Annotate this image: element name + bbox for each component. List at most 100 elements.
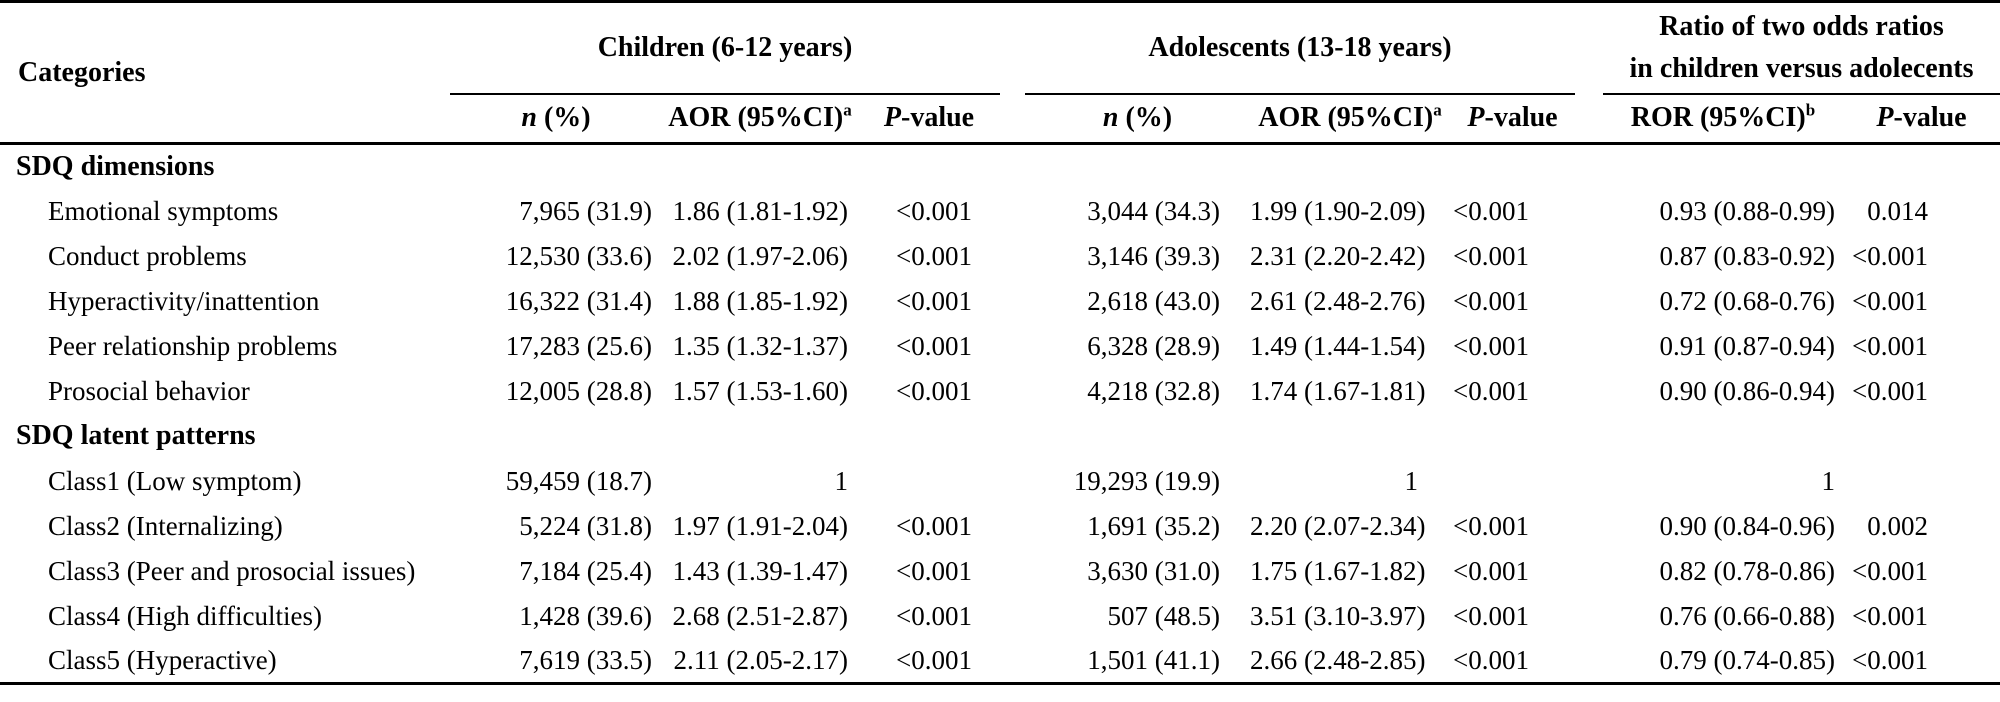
cell-c-n: 7,619 (33.5) (519, 644, 652, 675)
table-body: SDQ dimensions Emotional symptoms 7,965 (3… (0, 144, 2000, 684)
cell-a-n: 3,146 (39.3) (1087, 240, 1220, 271)
cell-ror: 0.90 (0.84-0.96) (1659, 510, 1835, 541)
children-aor-header: AOR (95%CI)a (662, 93, 858, 145)
cell-c-p: <0.001 (896, 510, 972, 541)
p-rest: -value (1484, 102, 1558, 134)
column-gap (1000, 1, 1025, 145)
column-gap (1000, 369, 1025, 414)
column-gap (1575, 459, 1603, 504)
column-gap (1000, 639, 1025, 684)
cell-c-n: 1,428 (39.6) (519, 600, 652, 631)
cell-a-n: 6,328 (28.9) (1087, 330, 1220, 361)
ror-pvalue-header: P-value (1843, 93, 2000, 145)
cell-a-aor: 2.31 (2.20-2.42) (1250, 240, 1426, 271)
children-pvalue-header: P-value (858, 93, 1000, 145)
cell-c-n: 7,184 (25.4) (519, 555, 652, 586)
column-gap (1575, 234, 1603, 279)
cell-c-aor: 1.97 (1.91-2.04) (672, 510, 848, 541)
column-gap (1000, 189, 1025, 234)
column-gap (1575, 369, 1603, 414)
cell-c-n: 17,283 (25.6) (505, 330, 652, 361)
children-group-header: Children (6-12 years) (450, 1, 1000, 95)
n-symbol: n (1102, 102, 1119, 134)
table-row: Class1 (Low symptom) 59,459 (18.7) 1 19,293… (0, 459, 2000, 504)
cell-c-aor: 1 (834, 465, 849, 496)
cell-a-n: 1,691 (35.2) (1087, 510, 1220, 541)
p-symbol: P (1467, 102, 1485, 134)
column-gap (1575, 189, 1603, 234)
cell-a-aor: 1.74 (1.67-1.81) (1250, 375, 1426, 406)
cell-a-p: <0.001 (1453, 285, 1529, 316)
table-row: Hyperactivity/inattention 16,322 (31.4) 1.… (0, 279, 2000, 324)
adolescents-pvalue-header: P-value (1450, 93, 1575, 145)
row-label: Peer relationship problems (48, 330, 338, 361)
cell-c-p: <0.001 (896, 240, 972, 271)
cell-c-aor: 1.88 (1.85-1.92) (672, 285, 848, 316)
cell-ror-p: <0.001 (1852, 555, 1928, 586)
cell-a-n: 3,044 (34.3) (1087, 195, 1220, 226)
cell-a-p (1450, 459, 1575, 504)
adolescents-group-header: Adolescents (13-18 years) (1025, 1, 1575, 95)
aor-label: AOR (95%CI) (1258, 102, 1434, 134)
cell-c-p: <0.001 (896, 285, 972, 316)
cell-a-n: 507 (48.5) (1107, 600, 1220, 631)
cell-c-aor: 1.43 (1.39-1.47) (672, 555, 848, 586)
row-label: Class3 (Peer and prosocial issues) (48, 555, 416, 586)
cell-a-n: 1,501 (41.1) (1087, 644, 1220, 675)
n-rest: (%) (1118, 102, 1173, 134)
cell-c-p: <0.001 (896, 330, 972, 361)
cell-a-n: 2,618 (43.0) (1087, 285, 1220, 316)
row-label: Class5 (Hyperactive) (48, 644, 277, 675)
cell-a-aor: 2.20 (2.07-2.34) (1250, 510, 1426, 541)
section-row: SDQ latent patterns (0, 414, 2000, 459)
row-label: Prosocial behavior (48, 375, 250, 406)
cell-c-p: <0.001 (896, 195, 972, 226)
n-rest: (%) (536, 102, 591, 134)
n-symbol: n (521, 102, 537, 134)
cell-a-p: <0.001 (1453, 240, 1529, 271)
cell-a-aor: 2.66 (2.48-2.85) (1250, 644, 1426, 675)
table-row: Peer relationship problems 17,283 (25.6) 1… (0, 324, 2000, 369)
row-label: Class2 (Internalizing) (48, 510, 283, 541)
column-gap (1000, 549, 1025, 594)
cell-ror-p: <0.001 (1852, 375, 1928, 406)
column-gap (1000, 279, 1025, 324)
children-n-header: n (%) (450, 93, 662, 145)
cell-ror: 0.79 (0.74-0.85) (1659, 644, 1835, 675)
cell-c-n: 12,005 (28.8) (505, 375, 652, 406)
table-row: Prosocial behavior 12,005 (28.8) 1.57 (1.5… (0, 369, 2000, 414)
column-gap (1000, 459, 1025, 504)
cell-c-p: <0.001 (896, 375, 972, 406)
cell-c-p: <0.001 (896, 644, 972, 675)
cell-a-p: <0.001 (1453, 644, 1529, 675)
cell-c-aor: 2.11 (2.05-2.17) (673, 644, 848, 675)
column-gap (1575, 1, 1603, 145)
group-header-row: Categories Children (6-12 years) Adolesc… (0, 1, 2000, 145)
cell-a-p: <0.001 (1453, 555, 1529, 586)
cell-a-aor: 1.49 (1.44-1.54) (1250, 330, 1426, 361)
footnote-a-marker: a (1433, 100, 1442, 120)
cell-ror: 0.91 (0.87-0.94) (1659, 330, 1835, 361)
column-gap (1575, 594, 1603, 639)
cell-ror-p: <0.001 (1852, 285, 1928, 316)
column-gap (1575, 324, 1603, 369)
cell-a-aor: 1.75 (1.67-1.82) (1250, 555, 1426, 586)
footnote-b-marker: b (1805, 100, 1816, 120)
table-row: Class5 (Hyperactive) 7,619 (33.5) 2.11 (2.… (0, 639, 2000, 684)
adolescents-n-header: n (%) (1025, 93, 1250, 145)
cell-a-aor: 2.61 (2.48-2.76) (1250, 285, 1426, 316)
column-gap (1575, 279, 1603, 324)
table-row: Conduct problems 12,530 (33.6) 2.02 (1.97-… (0, 234, 2000, 279)
cell-a-p: <0.001 (1453, 375, 1529, 406)
cell-ror: 0.76 (0.66-0.88) (1659, 600, 1835, 631)
table-row: Class2 (Internalizing) 5,224 (31.8) 1.97 (… (0, 504, 2000, 549)
cell-ror-p: 0.002 (1867, 510, 1928, 541)
ror-group-header-line2: in children versus adolecents (1629, 52, 1974, 84)
cell-ror-p (1843, 459, 2000, 504)
footnote-a-marker: a (843, 100, 852, 120)
table-row: Class4 (High difficulties) 1,428 (39.6) 2.… (0, 594, 2000, 639)
cell-c-aor: 1.57 (1.53-1.60) (672, 375, 848, 406)
ror-label: ROR (95%CI) (1630, 102, 1806, 134)
ror-group-header-line1: Ratio of two odds ratios (1659, 10, 1944, 42)
cell-ror-p: <0.001 (1852, 600, 1928, 631)
